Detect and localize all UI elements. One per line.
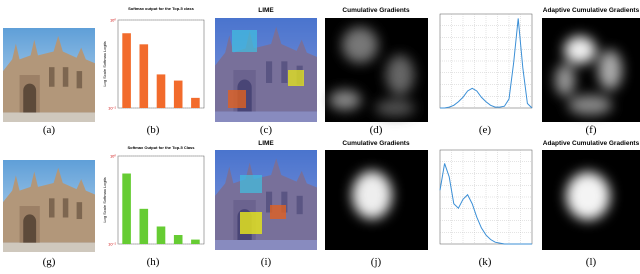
panel-label: (l) (586, 256, 597, 268)
panel-label: (b) (147, 124, 160, 136)
panel-label: (h) (147, 256, 160, 268)
bar (122, 33, 131, 109)
bar (122, 173, 131, 244)
y-tick-label: 10⁰ (110, 18, 116, 23)
panel-label: (g) (43, 256, 56, 268)
bar (173, 235, 183, 244)
y-tick-label: 10⁻² (108, 106, 117, 111)
bar (191, 239, 200, 244)
panel-label: (j) (371, 256, 382, 268)
image-title: Cumulative Gradients (342, 7, 410, 14)
bar (139, 208, 149, 244)
image-title: Adaptive Cumulative Gradients (543, 140, 640, 147)
chart-title: Softmax Output for the Top-5 Class (127, 145, 195, 150)
y-tick-label: 10⁻² (108, 242, 117, 247)
bar (156, 74, 166, 108)
panel-label: (k) (479, 256, 492, 268)
image-title: Adaptive Cumulative Gradients (543, 7, 640, 14)
panel-label: (e) (479, 124, 492, 136)
panel-label: (i) (261, 256, 272, 268)
panel-label: (c) (260, 124, 273, 136)
bar (139, 44, 149, 108)
y-tick-label: 10⁰ (110, 154, 116, 159)
chart-title: Softmax output for the Top-5 class (128, 6, 194, 11)
panel-label: (f) (586, 124, 597, 136)
y-axis-label: Log Scale Softmax Logits (102, 177, 107, 222)
image-title: LIME (258, 140, 274, 147)
bar (156, 226, 166, 244)
bar (191, 97, 200, 108)
image-title: LIME (258, 7, 274, 14)
panel-label: (a) (43, 124, 56, 136)
y-axis-label: Log Scale Softmax Logits (102, 41, 107, 86)
image-title: Cumulative Gradients (342, 140, 410, 147)
bar (173, 80, 183, 108)
panel-label: (d) (370, 124, 383, 136)
line (439, 163, 532, 245)
line (440, 18, 533, 109)
